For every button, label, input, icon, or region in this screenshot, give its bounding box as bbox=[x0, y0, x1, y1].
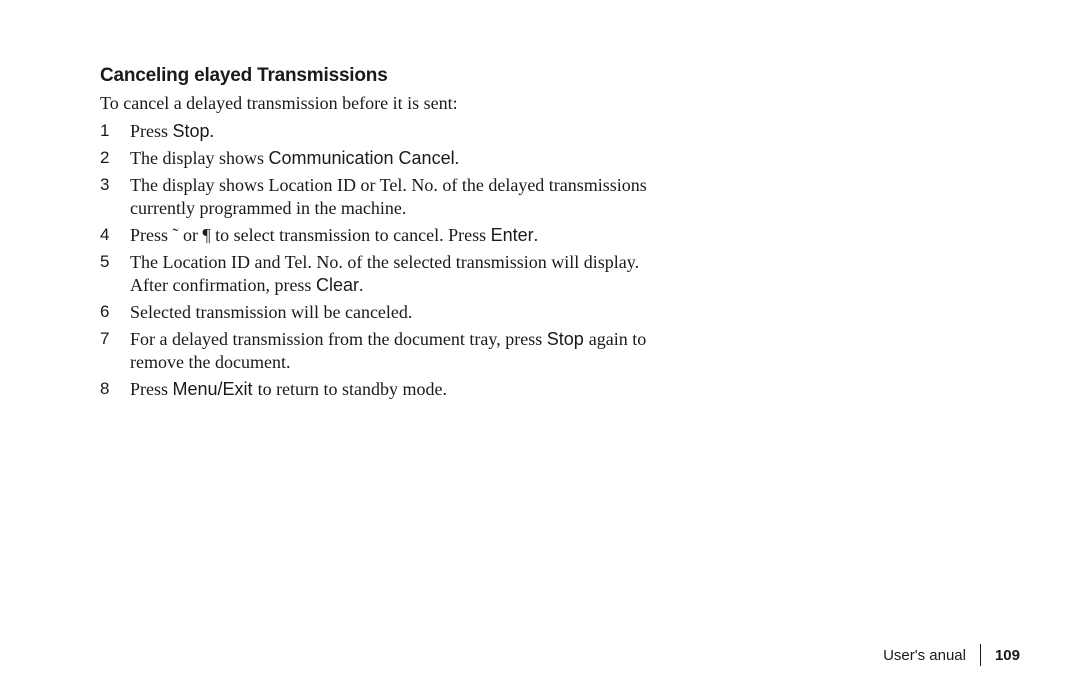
step-keyword: Enter bbox=[491, 225, 534, 245]
footer-label-part2: anual bbox=[929, 647, 966, 664]
page-number: 109 bbox=[995, 647, 1020, 664]
step-text: For a delayed transmission from the docu… bbox=[130, 329, 547, 349]
footer-label-part1: User's bbox=[883, 647, 929, 664]
step-keyword: Stop bbox=[173, 121, 210, 141]
footer-divider bbox=[980, 644, 981, 666]
step-text: to return to standby mode. bbox=[258, 379, 447, 399]
step-item: The display shows Communication Cancel. bbox=[100, 145, 670, 172]
page-footer: User's anual 109 bbox=[883, 644, 1020, 666]
step-text: . bbox=[210, 121, 215, 141]
section-heading: Canceling elayed Transmissions bbox=[100, 65, 980, 87]
heading-part2: elayed Transmissions bbox=[194, 65, 388, 86]
heading-part1: Canceling bbox=[100, 65, 194, 86]
step-item: The display shows Location ID or Tel. No… bbox=[100, 172, 670, 222]
step-text: Press bbox=[130, 379, 173, 399]
step-text: . bbox=[534, 225, 539, 245]
step-item: Press Menu/Exit to return to standby mod… bbox=[100, 376, 670, 403]
intro-text: To cancel a delayed transmission before … bbox=[100, 93, 980, 114]
step-text: The display shows bbox=[130, 148, 269, 168]
step-text: The Location ID and Tel. No. of the sele… bbox=[130, 252, 639, 295]
step-keyword: Communication Cancel bbox=[269, 148, 455, 168]
step-text: Press ˜ or ¶ to select transmission to c… bbox=[130, 225, 491, 245]
steps-list: Press Stop.The display shows Communicati… bbox=[100, 118, 670, 403]
step-text: . bbox=[455, 148, 460, 168]
step-item: Press ˜ or ¶ to select transmission to c… bbox=[100, 222, 670, 249]
document-page: Canceling elayed Transmissions To cancel… bbox=[0, 0, 1080, 698]
step-item: Selected transmission will be canceled. bbox=[100, 299, 670, 326]
step-item: Press Stop. bbox=[100, 118, 670, 145]
step-text: Selected transmission will be canceled. bbox=[130, 302, 412, 322]
step-text: . bbox=[359, 275, 364, 295]
step-text: The display shows Location ID or Tel. No… bbox=[130, 175, 647, 218]
footer-label: User's anual bbox=[883, 647, 966, 664]
step-item: For a delayed transmission from the docu… bbox=[100, 326, 670, 376]
step-keyword: Menu/Exit bbox=[173, 379, 258, 399]
step-text: Press bbox=[130, 121, 173, 141]
step-item: The Location ID and Tel. No. of the sele… bbox=[100, 249, 670, 299]
step-keyword: Clear bbox=[316, 275, 359, 295]
step-keyword: Stop bbox=[547, 329, 589, 349]
